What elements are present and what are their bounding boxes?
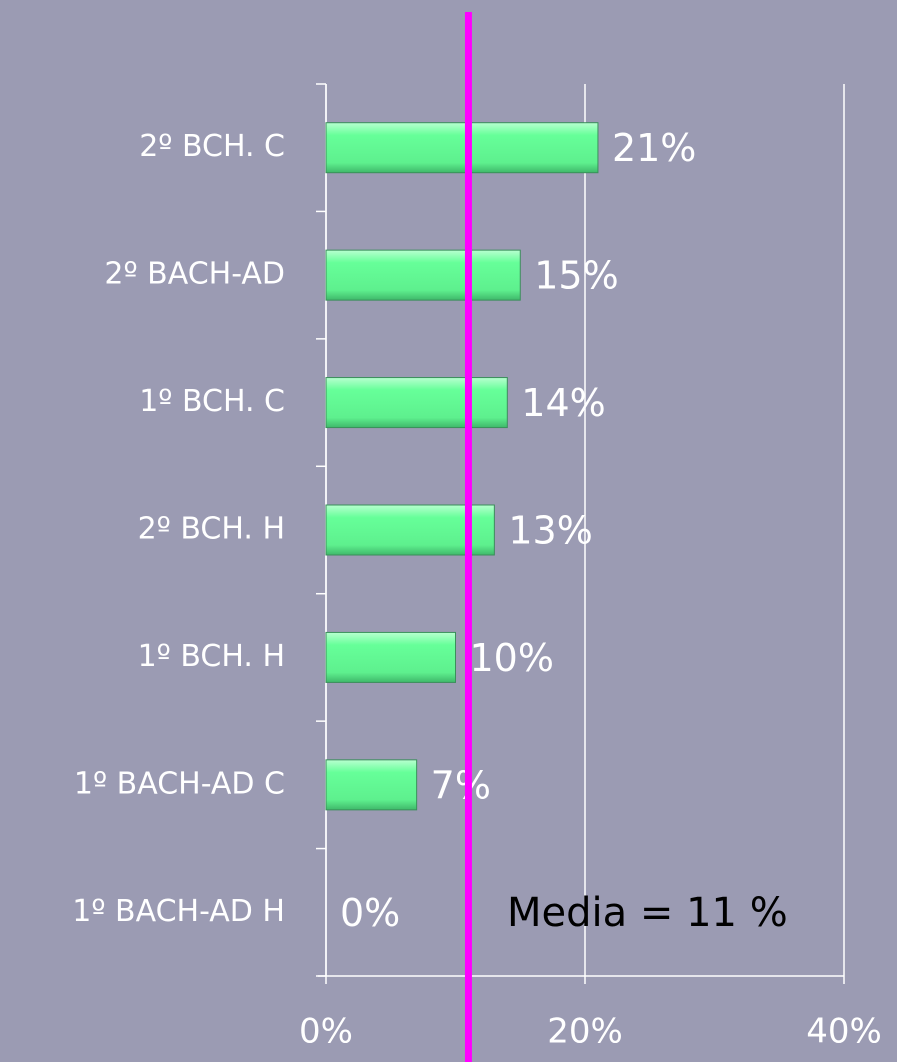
- value-label: 13%: [508, 509, 592, 553]
- x-tick-label: 40%: [806, 1012, 882, 1052]
- y-tick-label: 1º BACH-AD C: [74, 766, 285, 801]
- y-tick-label: 2º BCH. H: [138, 512, 285, 547]
- bar: [325, 631, 456, 683]
- y-tick-label: 1º BACH-AD H: [72, 894, 285, 929]
- y-tick-label: 2º BCH. C: [139, 129, 285, 164]
- value-label: 14%: [521, 381, 605, 425]
- bar: [325, 377, 508, 429]
- x-tick-label: 0%: [299, 1012, 353, 1052]
- value-label: 15%: [534, 254, 618, 298]
- bar: [325, 759, 418, 811]
- y-tick-label: 1º BCH. H: [138, 639, 285, 674]
- bar: [325, 122, 599, 174]
- value-label: 0%: [340, 891, 400, 935]
- bar: [325, 249, 521, 301]
- annotation: Media = 11 %: [507, 890, 788, 936]
- x-tick-label: 20%: [547, 1012, 623, 1052]
- value-label: 10%: [470, 636, 554, 680]
- value-label: 21%: [612, 126, 696, 170]
- value-label: 7%: [431, 763, 491, 807]
- y-tick-label: 2º BACH-AD: [104, 257, 285, 292]
- y-tick-label: 1º BCH. C: [139, 384, 285, 419]
